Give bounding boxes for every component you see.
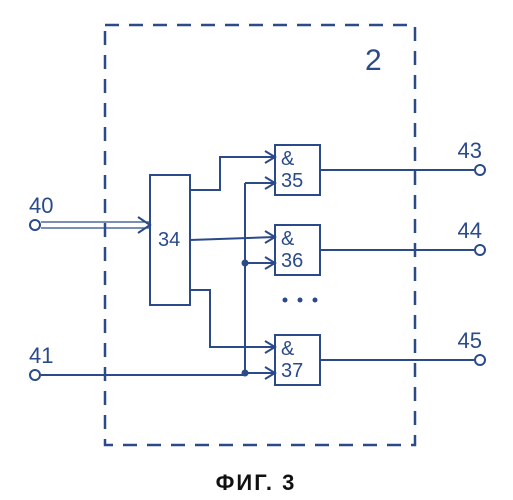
circuit-diagram: 2 34 & 35 & 36 & 37 40 41 43 44 45 ФИГ. 3 [0,0,513,500]
and-symbol: & [281,228,295,250]
terminal-label: 45 [458,328,482,353]
terminal-node [30,220,40,230]
terminal-label: 40 [29,193,53,218]
terminal-label: 43 [458,138,482,163]
gate-id: 37 [281,360,303,382]
ellipsis-dots [283,298,318,303]
terminal-node [475,245,485,255]
and-symbol: & [281,338,295,360]
module-label: 2 [365,44,382,77]
and-symbol: & [281,148,295,170]
terminal-label: 44 [458,218,482,243]
terminal-node [475,355,485,365]
gate-id: 35 [281,170,303,192]
terminal-node [30,370,40,380]
terminal-node [475,165,485,175]
decoder-id: 34 [158,229,180,251]
terminal-layer: 40 41 43 44 45 [29,138,485,380]
gate-id: 36 [281,250,303,272]
terminal-label: 41 [29,343,53,368]
figure-caption: ФИГ. 3 [216,470,297,495]
